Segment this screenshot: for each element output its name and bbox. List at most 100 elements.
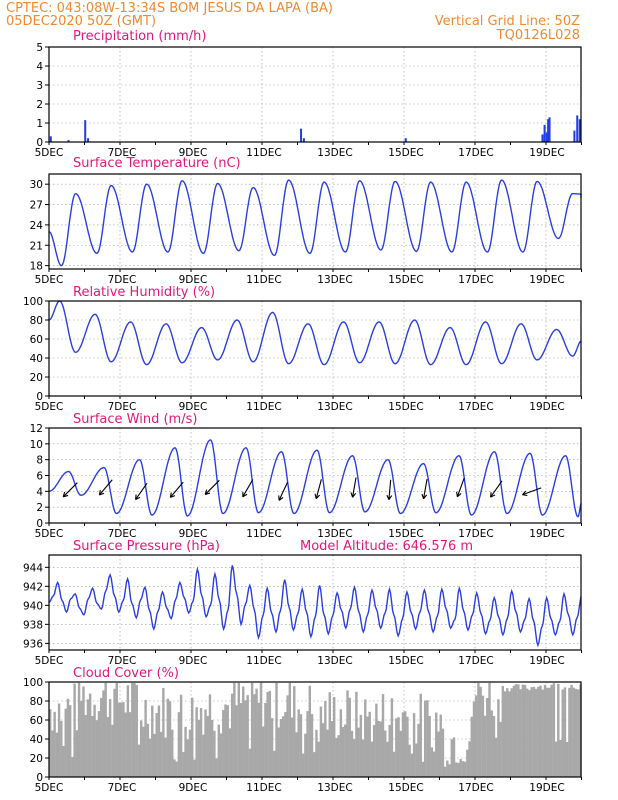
cloud-bar [228, 728, 232, 777]
cloud-bar [262, 726, 265, 777]
cloud-bar [293, 686, 296, 777]
x-tick-label: 5DEC [35, 528, 64, 540]
cloud-bar [415, 743, 418, 777]
cloud-bar [206, 715, 209, 777]
y-tick-label: 4 [36, 486, 43, 498]
wind-arrow-head [242, 491, 248, 498]
cloud-bar [77, 682, 81, 777]
cloud-bar [57, 703, 61, 777]
precip-bar [578, 119, 581, 142]
x-tick-label: 15DEC [388, 782, 423, 794]
cloud-bar [117, 702, 121, 777]
wind-arrow [169, 481, 184, 498]
y-tick-label: 80 [30, 696, 43, 708]
cloud-bar [151, 705, 154, 777]
wind-arrow-head [490, 492, 496, 498]
cloud-bar [84, 715, 87, 777]
cloud-bar [49, 709, 52, 777]
cloud-bar [199, 707, 203, 777]
cloud-bar [333, 697, 336, 777]
wind-arrow-head [169, 492, 176, 498]
cloud-bar [417, 723, 420, 777]
cloud-bar [572, 687, 576, 777]
precip-bar [541, 134, 544, 142]
cloud-bar [324, 701, 327, 777]
cloud-bar [186, 739, 189, 777]
y-tick-label: 100 [23, 296, 43, 308]
y-tick-label: 60 [30, 334, 43, 346]
cloud-bar [452, 737, 456, 777]
cloud-bar [399, 730, 402, 777]
precip-bar [545, 132, 548, 142]
cloud-bar [468, 741, 471, 777]
cloud-bar [390, 698, 394, 777]
cloud-bar [157, 705, 161, 777]
cloud-bar [537, 686, 540, 777]
x-tick-label: 5DEC [35, 782, 64, 794]
wind-arrow [522, 487, 542, 496]
cloud-bar [477, 682, 480, 777]
cloud-bar [139, 720, 143, 777]
y-tick-label: 20 [30, 372, 43, 384]
y-tick-label: 0 [36, 518, 43, 530]
cloud-bar [166, 698, 170, 777]
pressure-altitude: Model Altitude: 646.576 m [300, 539, 473, 554]
y-tick-label: 940 [23, 600, 43, 612]
temp-title: Surface Temperature (nC) [73, 156, 241, 171]
cloud-bar [472, 701, 476, 777]
rh-title: Relative Humidity (%) [73, 285, 215, 300]
cloud-bar [534, 688, 538, 777]
cloud-bar [574, 688, 578, 777]
x-tick-label: 5DEC [35, 401, 64, 413]
cloud-bar [481, 695, 485, 777]
cloud-bar [350, 730, 354, 777]
cloud-bar [313, 752, 316, 777]
cloud-bar [412, 713, 416, 777]
y-tick-label: 20 [30, 753, 43, 765]
cloud-bar [104, 682, 107, 777]
cloud-bar [486, 697, 489, 777]
cloud-bar [428, 716, 431, 777]
cloud-bar [64, 708, 67, 777]
cloud-bar [395, 718, 398, 777]
x-tick-label: 19DEC [529, 274, 564, 286]
cloud-bar [310, 714, 314, 777]
cloud-bar [492, 716, 496, 777]
cloud-bar [463, 761, 467, 777]
y-tick-label: 0 [36, 772, 43, 784]
precip-bar [300, 128, 303, 142]
cloud-bar [490, 710, 493, 777]
cloud-panel [48, 681, 582, 778]
x-tick-label: 17DEC [458, 274, 493, 286]
wind-arrow [98, 479, 113, 496]
wind-arrow-head [421, 493, 428, 500]
rh-series-line [48, 300, 582, 366]
cloud-bar [308, 685, 312, 777]
wind-arrow-head [278, 495, 284, 501]
cloud-bar [497, 699, 500, 777]
cloud-bar [388, 724, 391, 777]
cloud-bar [375, 703, 378, 777]
x-tick-label: 15DEC [388, 147, 423, 159]
cloud-bar [270, 718, 274, 777]
cloud-bar [306, 711, 309, 777]
precip-bar [547, 119, 550, 142]
cloud-bar [510, 688, 513, 777]
wind-arrow-head [135, 494, 141, 501]
wind-arrow [204, 479, 220, 495]
x-tick-label: 7DEC [108, 782, 137, 794]
x-tick-label: 19DEC [529, 655, 564, 667]
cloud-bar [93, 704, 96, 777]
cloud-bar [102, 690, 105, 777]
x-tick-label: 7DEC [108, 528, 137, 540]
cloud-bar [355, 691, 358, 777]
cloud-bar [541, 689, 544, 777]
cloud-bar [173, 759, 176, 777]
cloud-bar [568, 687, 571, 777]
cloud-bar [344, 724, 347, 777]
precip-bar [84, 120, 87, 142]
cloud-bar [372, 725, 376, 777]
cloud-bar [248, 748, 252, 777]
y-tick-label: 40 [30, 734, 43, 746]
cloud-bar [142, 726, 145, 777]
